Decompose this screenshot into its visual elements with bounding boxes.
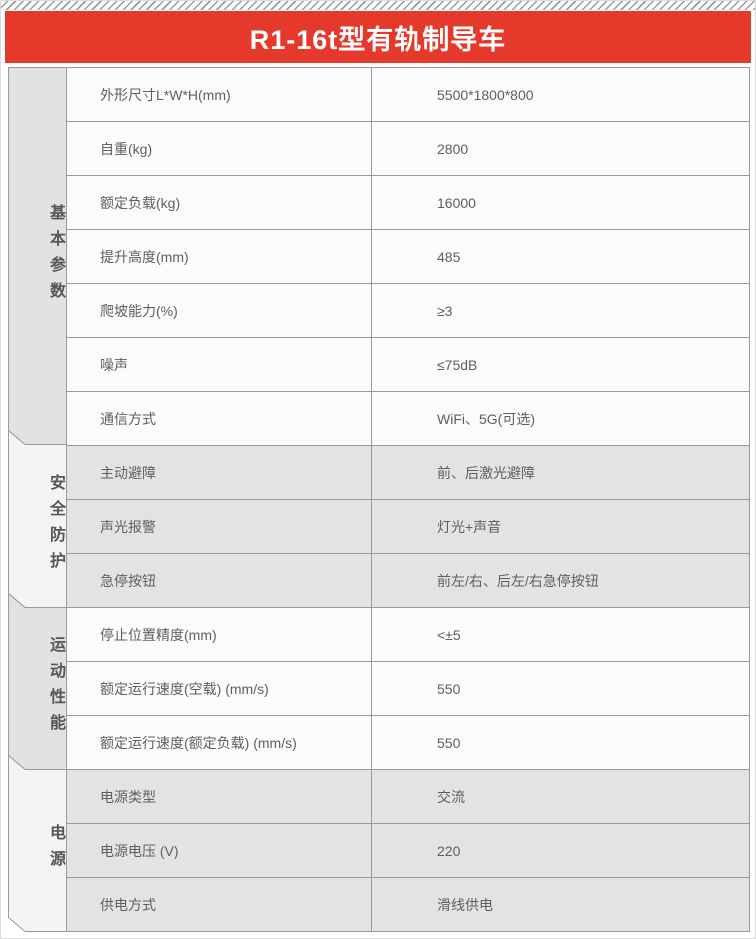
category-column: 基本参数 安全防护 运动性能 电源 <box>8 67 67 932</box>
spec-value: ≤75dB <box>372 338 749 391</box>
spec-value: 前、后激光避障 <box>372 446 749 499</box>
spec-value: <±5 <box>372 608 749 661</box>
spec-label: 电源类型 <box>67 770 372 823</box>
spec-label: 通信方式 <box>67 392 372 445</box>
spec-value: 灯光+声音 <box>372 500 749 553</box>
spec-label: 停止位置精度(mm) <box>67 608 372 661</box>
table-row: 额定负载(kg) 16000 <box>67 176 749 230</box>
spec-label: 额定运行速度(额定负载) (mm/s) <box>67 716 372 769</box>
table-row: 急停按钮 前左/右、后左/右急停按钮 <box>67 554 749 608</box>
spec-label: 电源电压 (V) <box>67 824 372 877</box>
spec-value: 交流 <box>372 770 749 823</box>
spec-value: 16000 <box>372 176 749 229</box>
spec-label: 供电方式 <box>67 878 372 931</box>
spec-label: 外形尺寸L*W*H(mm) <box>67 68 372 121</box>
spec-value: 550 <box>372 716 749 769</box>
table-row: 停止位置精度(mm) <±5 <box>67 608 749 662</box>
table-row: 噪声 ≤75dB <box>67 338 749 392</box>
spec-value: 前左/右、后左/右急停按钮 <box>372 554 749 607</box>
spec-value: WiFi、5G(可选) <box>372 392 749 445</box>
spec-label: 自重(kg) <box>67 122 372 175</box>
spec-value: 485 <box>372 230 749 283</box>
category-label-basic-params: 基本参数 <box>47 204 64 308</box>
spec-value: 2800 <box>372 122 749 175</box>
table-row: 供电方式 滑线供电 <box>67 878 749 932</box>
spec-table: 基本参数 安全防护 运动性能 电源 外形尺寸L*W*H(mm) 5500*180… <box>8 67 750 932</box>
table-row: 声光报警 灯光+声音 <box>67 500 749 554</box>
table-row: 外形尺寸L*W*H(mm) 5500*1800*800 <box>67 68 749 122</box>
page-title: R1-16t型有轨制导车 <box>249 24 507 55</box>
spec-label: 声光报警 <box>67 500 372 553</box>
table-row: 额定运行速度(额定负载) (mm/s) 550 <box>67 716 749 770</box>
spec-value: 220 <box>372 824 749 877</box>
page-title-bar: R1-16t型有轨制导车 <box>5 11 751 63</box>
spec-value: ≥3 <box>372 284 749 337</box>
spec-label: 额定负载(kg) <box>67 176 372 229</box>
category-label-safety: 安全防护 <box>47 474 64 578</box>
table-row: 爬坡能力(%) ≥3 <box>67 284 749 338</box>
spec-label: 爬坡能力(%) <box>67 284 372 337</box>
table-row: 电源电压 (V) 220 <box>67 824 749 878</box>
category-label-power: 电源 <box>47 824 64 876</box>
spec-label: 额定运行速度(空载) (mm/s) <box>67 662 372 715</box>
table-row: 电源类型 交流 <box>67 770 749 824</box>
category-blocks-graphic <box>8 67 67 932</box>
spec-value: 550 <box>372 662 749 715</box>
spec-value: 滑线供电 <box>372 878 749 931</box>
hatched-top-strip <box>1 1 755 11</box>
spec-label: 主动避障 <box>67 446 372 499</box>
spec-label: 提升高度(mm) <box>67 230 372 283</box>
spec-label: 急停按钮 <box>67 554 372 607</box>
table-row: 提升高度(mm) 485 <box>67 230 749 284</box>
spec-value: 5500*1800*800 <box>372 68 749 121</box>
spec-rows: 外形尺寸L*W*H(mm) 5500*1800*800 自重(kg) 2800 … <box>67 67 750 932</box>
table-row: 自重(kg) 2800 <box>67 122 749 176</box>
table-row: 通信方式 WiFi、5G(可选) <box>67 392 749 446</box>
table-row: 额定运行速度(空载) (mm/s) 550 <box>67 662 749 716</box>
spec-label: 噪声 <box>67 338 372 391</box>
category-label-motion: 运动性能 <box>47 636 64 740</box>
table-row: 主动避障 前、后激光避障 <box>67 446 749 500</box>
